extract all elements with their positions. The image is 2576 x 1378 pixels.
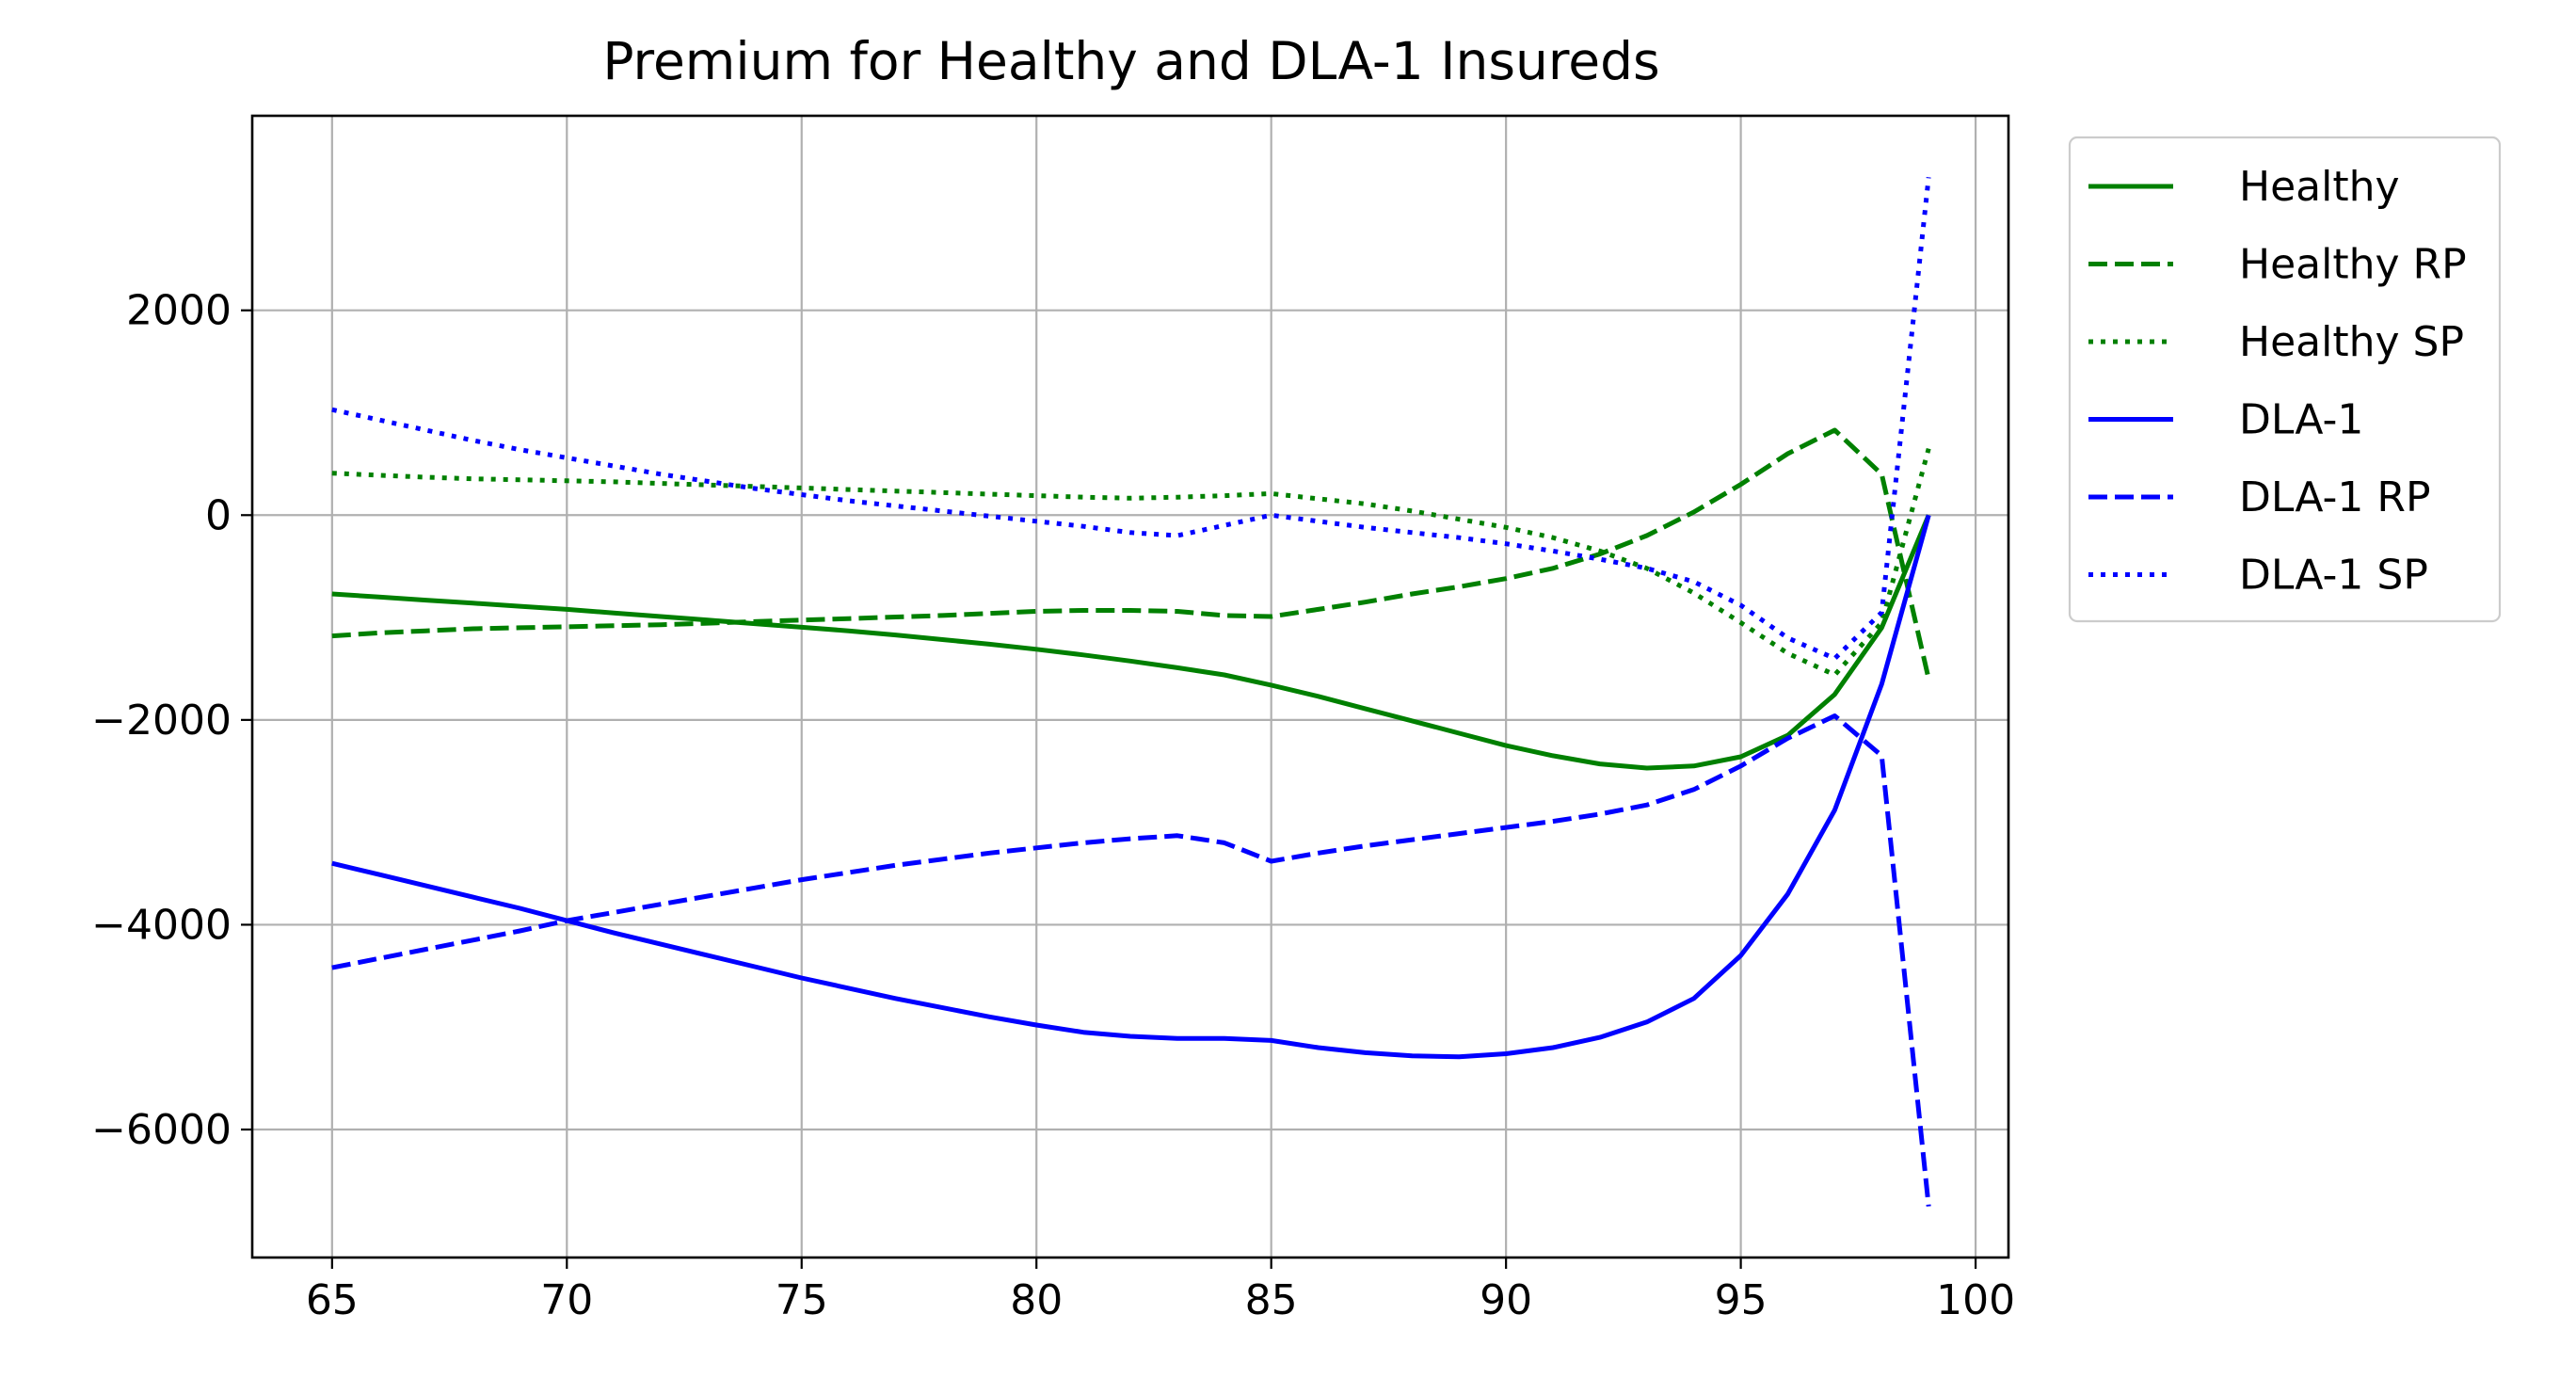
legend-label: DLA-1 RP	[2239, 473, 2431, 521]
plot-frame	[250, 114, 2010, 1259]
x-tick-label: 70	[540, 1276, 593, 1324]
x-axis: 65 70 75 80 85 90 95 100	[306, 1258, 2015, 1324]
y-tick-label: 2000	[126, 287, 232, 335]
x-tick-label: 90	[1480, 1276, 1532, 1324]
x-tick-label: 85	[1245, 1276, 1298, 1324]
grid-lines	[252, 116, 2008, 1258]
y-tick-label: −4000	[91, 901, 232, 949]
series-line-dla-1-rp	[331, 713, 1931, 1207]
chart-title: Premium for Healthy and DLA-1 Insureds	[602, 31, 1659, 91]
x-tick-label: 100	[1936, 1276, 2015, 1324]
x-tick-label: 80	[1010, 1276, 1063, 1324]
series-line-dla-1-sp	[331, 177, 1931, 662]
x-tick-label: 75	[776, 1276, 828, 1324]
legend-box	[2068, 136, 2502, 623]
series-line-healthy	[331, 514, 1931, 771]
legend-label: DLA-1	[2239, 396, 2363, 444]
legend-label: Healthy	[2239, 163, 2400, 211]
series-lines	[331, 177, 1931, 1207]
y-axis: 2000 0 −2000 −4000 −6000	[91, 287, 252, 1154]
x-tick-label: 65	[306, 1276, 359, 1324]
y-tick-label: −6000	[91, 1106, 232, 1154]
series-line-healthy-sp	[331, 447, 1931, 678]
series-line-dla-1	[331, 514, 1931, 1060]
legend-label: Healthy SP	[2239, 318, 2464, 366]
series-line-healthy-rp	[331, 427, 1931, 680]
y-tick-label: −2000	[91, 697, 232, 745]
legend: Healthy Healthy RP Healthy SP DLA-1 DLA-1 RP…	[2068, 136, 2502, 623]
legend-label: DLA-1 SP	[2239, 552, 2428, 600]
y-tick-label: 0	[205, 491, 232, 539]
legend-label: Healthy RP	[2239, 241, 2467, 289]
x-tick-label: 95	[1715, 1276, 1768, 1324]
